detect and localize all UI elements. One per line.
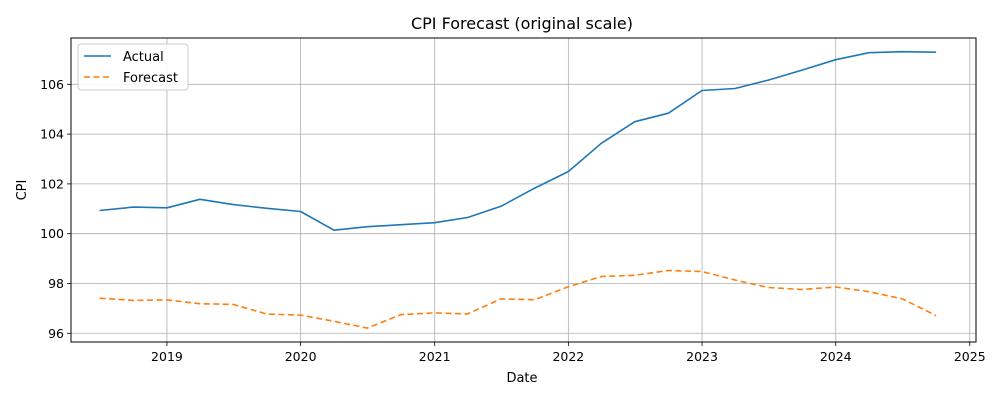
x-tick-label: 2020 (285, 349, 317, 364)
y-tick-label: 98 (48, 276, 64, 291)
x-tick-label: 2022 (552, 349, 584, 364)
y-tick-label: 100 (40, 226, 64, 241)
series-line-forecast (99, 269, 937, 329)
legend: Actual Forecast (77, 43, 189, 91)
series-line-actual (99, 50, 937, 231)
plot-area-frame (70, 37, 977, 343)
y-tick-label: 106 (40, 77, 64, 92)
chart-title: CPI Forecast (original scale) (411, 14, 633, 33)
grid-lines (71, 38, 976, 342)
y-tick-label: 102 (40, 176, 64, 191)
x-tick-label: 2024 (820, 349, 852, 364)
x-tick-label: 2021 (419, 349, 451, 364)
x-axis-label: Date (506, 371, 537, 386)
y-axis-label: CPI (15, 180, 30, 201)
x-tick-label: 2025 (954, 349, 986, 364)
x-tick-label: 2019 (151, 349, 183, 364)
series-lines (99, 50, 937, 329)
y-tick-label: 104 (40, 127, 64, 142)
x-tick-label: 2023 (686, 349, 718, 364)
legend-label-forecast: Forecast (123, 71, 178, 86)
y-ticks: 96 98 100 102 104 106 (40, 77, 71, 341)
y-tick-label: 96 (48, 326, 64, 341)
legend-label-actual: Actual (123, 50, 164, 65)
x-ticks: 2019 2020 2021 2022 2023 2024 2025 (151, 342, 986, 364)
